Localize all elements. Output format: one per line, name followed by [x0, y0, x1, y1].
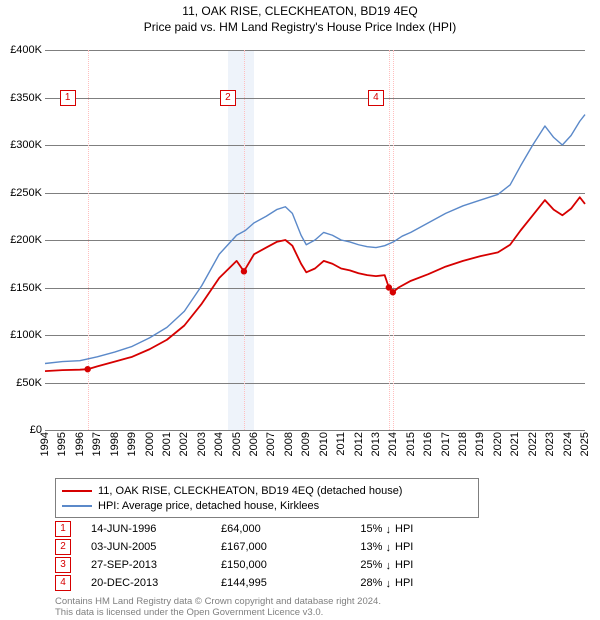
transaction-row: 2 03-JUN-2005£167,00013% ↓HPI: [55, 538, 435, 556]
transaction-price: £167,000: [221, 541, 331, 553]
x-tick-label: 2011: [335, 432, 347, 456]
transaction-pct: 25% ↓: [331, 559, 391, 571]
down-arrow-icon: ↓: [386, 560, 392, 572]
transactions-table: 114-JUN-1996£64,00015% ↓HPI203-JUN-2005£…: [55, 520, 435, 592]
x-tick-label: 2007: [265, 432, 277, 456]
transaction-date: 27-SEP-2013: [91, 559, 221, 571]
transaction-marker: 4: [55, 575, 71, 591]
x-tick-label: 2009: [300, 432, 312, 456]
down-arrow-icon: ↓: [386, 578, 392, 590]
y-tick-label: £250K: [2, 187, 42, 199]
transaction-pct: 13% ↓: [331, 541, 391, 553]
x-tick-label: 2014: [387, 432, 399, 456]
x-tick-label: 2002: [178, 432, 190, 456]
series-hpi: [45, 115, 585, 364]
chart-marker-4: 4: [368, 90, 384, 106]
transaction-pct: 15% ↓: [331, 523, 391, 535]
transaction-marker: 1: [55, 521, 71, 537]
x-tick-label: 2004: [213, 432, 225, 456]
x-tick-label: 2010: [318, 432, 330, 456]
transaction-vs: HPI: [391, 559, 435, 571]
x-tick-label: 1998: [109, 432, 121, 456]
chart-plot-area: 1 2 4: [45, 50, 585, 430]
x-tick-label: 2024: [562, 432, 574, 456]
legend-item: HPI: Average price, detached house, Kirk…: [62, 498, 472, 513]
x-tick-label: 1999: [126, 432, 138, 456]
chart-marker-2: 2: [220, 90, 236, 106]
transaction-price: £64,000: [221, 523, 331, 535]
transaction-marker: 3: [55, 557, 71, 573]
transaction-row: 3 27-SEP-2013£150,00025% ↓HPI: [55, 556, 435, 574]
footnote-line1: Contains HM Land Registry data © Crown c…: [55, 596, 381, 607]
chart-svg: [45, 50, 585, 430]
y-tick-label: £0: [2, 424, 42, 436]
transaction-vs: HPI: [391, 577, 435, 589]
transaction-price: £144,995: [221, 577, 331, 589]
x-tick-label: 2019: [474, 432, 486, 456]
x-tick-label: 2023: [544, 432, 556, 456]
legend-swatch: [62, 505, 92, 507]
y-tick-label: £300K: [2, 139, 42, 151]
footnote-line2: This data is licensed under the Open Gov…: [55, 607, 381, 618]
sale-dot: [241, 268, 247, 274]
legend-label: HPI: Average price, detached house, Kirk…: [98, 500, 319, 512]
chart-marker-1: 1: [60, 90, 76, 106]
y-tick-label: £350K: [2, 92, 42, 104]
sale-dot: [390, 289, 396, 295]
legend-label: 11, OAK RISE, CLECKHEATON, BD19 4EQ (det…: [98, 485, 402, 497]
transaction-pct: 28% ↓: [331, 577, 391, 589]
x-tick-label: 1997: [91, 432, 103, 456]
transaction-vs: HPI: [391, 523, 435, 535]
x-tick-label: 2025: [579, 432, 591, 456]
page-title-subtitle: Price paid vs. HM Land Registry's House …: [0, 20, 600, 34]
x-tick-label: 2008: [283, 432, 295, 456]
x-tick-label: 2005: [231, 432, 243, 456]
x-tick-label: 1996: [74, 432, 86, 456]
x-axis-labels: 1994199519961997199819992000200120022003…: [45, 432, 585, 482]
page-title-address: 11, OAK RISE, CLECKHEATON, BD19 4EQ: [0, 4, 600, 18]
y-tick-label: £400K: [2, 44, 42, 56]
transaction-date: 14-JUN-1996: [91, 523, 221, 535]
legend-swatch: [62, 490, 92, 492]
x-tick-label: 2012: [353, 432, 365, 456]
y-tick-label: £100K: [2, 329, 42, 341]
transaction-date: 20-DEC-2013: [91, 577, 221, 589]
series-price_paid: [45, 197, 585, 371]
transaction-vs: HPI: [391, 541, 435, 553]
x-tick-label: 2018: [457, 432, 469, 456]
x-tick-label: 2015: [405, 432, 417, 456]
x-tick-label: 1995: [56, 432, 68, 456]
x-tick-label: 2021: [509, 432, 521, 456]
x-tick-label: 2003: [196, 432, 208, 456]
x-tick-label: 2000: [144, 432, 156, 456]
x-tick-label: 2006: [248, 432, 260, 456]
y-tick-label: £150K: [2, 282, 42, 294]
x-tick-label: 2017: [440, 432, 452, 456]
footnote: Contains HM Land Registry data © Crown c…: [55, 596, 381, 619]
x-tick-label: 2022: [527, 432, 539, 456]
y-tick-label: £200K: [2, 234, 42, 246]
x-tick-label: 2016: [422, 432, 434, 456]
x-tick-label: 2013: [370, 432, 382, 456]
legend-box: 11, OAK RISE, CLECKHEATON, BD19 4EQ (det…: [55, 478, 479, 518]
transaction-price: £150,000: [221, 559, 331, 571]
legend-item: 11, OAK RISE, CLECKHEATON, BD19 4EQ (det…: [62, 483, 472, 498]
transaction-marker: 2: [55, 539, 71, 555]
y-tick-label: £50K: [2, 377, 42, 389]
down-arrow-icon: ↓: [386, 542, 392, 554]
transaction-date: 03-JUN-2005: [91, 541, 221, 553]
gridline-h: [45, 430, 585, 431]
sale-dot: [84, 366, 90, 372]
x-tick-label: 1994: [39, 432, 51, 456]
transaction-row: 4 20-DEC-2013£144,99528% ↓HPI: [55, 574, 435, 592]
x-tick-label: 2020: [492, 432, 504, 456]
transaction-row: 1 14-JUN-1996£64,00015% ↓HPI: [55, 520, 435, 538]
x-tick-label: 2001: [161, 432, 173, 456]
down-arrow-icon: ↓: [386, 524, 392, 536]
